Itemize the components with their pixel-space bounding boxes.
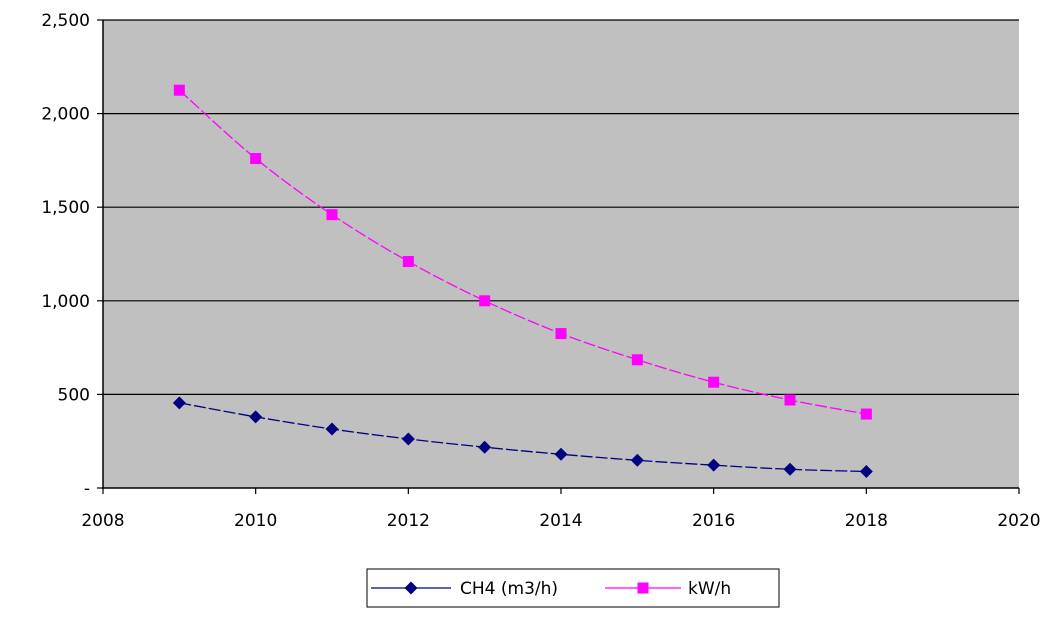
y-tick-label: 2,000 (41, 105, 90, 125)
y-tick-label: 500 (58, 385, 90, 405)
data-point (172, 396, 186, 410)
gridlines (103, 19, 1019, 395)
data-point (555, 328, 567, 340)
y-tick-label: 1,500 (41, 198, 90, 218)
legend-box (366, 568, 780, 608)
x-tick-label: 2010 (234, 511, 277, 531)
data-point (479, 295, 491, 307)
data-point (478, 440, 492, 454)
y-axis-ticks: - 500 1,000 1,500 2,000 2,500 (41, 11, 103, 499)
series-group (172, 84, 873, 479)
y-tick-label: 1,000 (41, 292, 90, 312)
x-tick-label: 2008 (81, 511, 124, 531)
y-tick-label: 2,500 (41, 11, 90, 31)
y-tick-label: - (84, 479, 90, 499)
data-point (860, 408, 872, 420)
data-point (784, 394, 796, 406)
x-tick-label: 2018 (845, 511, 888, 531)
data-point (630, 453, 644, 467)
x-axis-ticks: 2008 2010 2012 2014 2016 2018 2020 (81, 488, 1041, 531)
data-point (326, 209, 338, 221)
data-point (631, 354, 643, 366)
data-point (173, 84, 185, 96)
data-point (401, 432, 415, 446)
data-point (707, 458, 721, 472)
legend-label: kW/h (688, 579, 731, 599)
data-point (249, 410, 263, 424)
data-point (402, 255, 414, 267)
data-point (325, 422, 339, 436)
legend-marker (404, 581, 418, 595)
series-line (179, 402, 867, 473)
data-point (859, 465, 873, 479)
data-point (250, 153, 262, 165)
legend-items: CH4 (m3/h) kW/h (371, 579, 731, 599)
data-point (554, 447, 568, 461)
x-tick-label: 2014 (539, 511, 582, 531)
x-tick-label: 2020 (997, 511, 1040, 531)
data-point (783, 462, 797, 476)
series-2 (173, 84, 872, 420)
plot-area (103, 20, 1019, 488)
series-line (178, 89, 867, 415)
data-point (708, 376, 720, 388)
x-tick-label: 2016 (692, 511, 735, 531)
legend-label: CH4 (m3/h) (460, 579, 558, 599)
legend-item-2: kW/h (605, 579, 731, 599)
legend: CH4 (m3/h) kW/h (366, 568, 780, 608)
series-1 (172, 396, 873, 479)
x-tick-label: 2012 (387, 511, 430, 531)
legend-marker (637, 582, 649, 594)
legend-item-1: CH4 (m3/h) (371, 579, 558, 599)
